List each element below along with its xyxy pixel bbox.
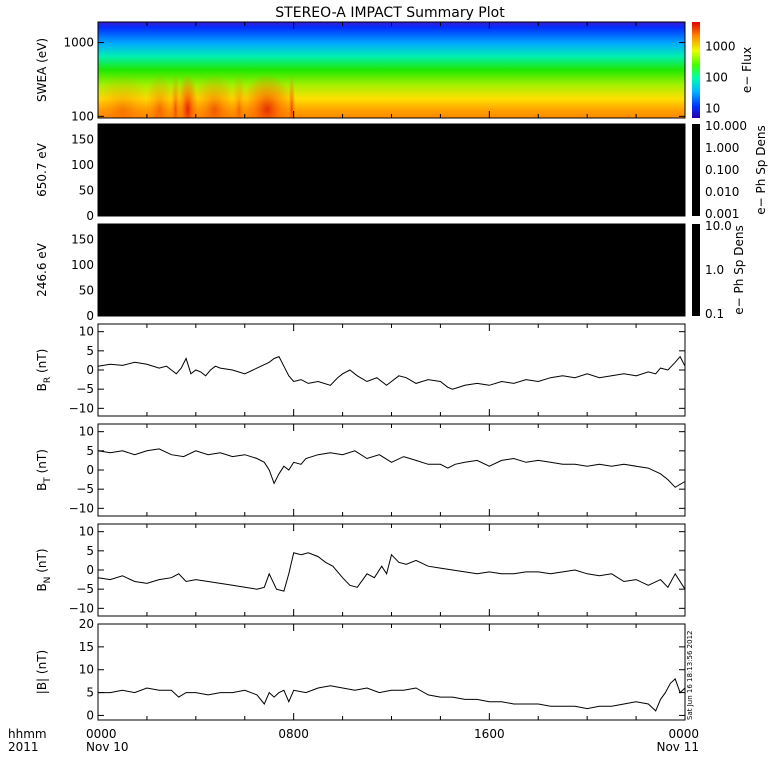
y-tick-label: 100 <box>71 158 94 172</box>
colorbar-tick-label: 0.010 <box>705 185 739 199</box>
swea-intensity-patch <box>232 60 246 118</box>
time-tick-label: 0000 <box>86 727 117 741</box>
time-tick-label: 1600 <box>474 727 505 741</box>
y-tick-label: 20 <box>79 617 94 631</box>
colorbar-tick-label: 10.0 <box>705 219 732 233</box>
swea-intensity-patch <box>171 60 180 118</box>
time-tick-label: 0000 <box>668 727 699 741</box>
y-tick-label: 5 <box>86 444 94 458</box>
y-tick-label: −5 <box>76 482 94 496</box>
y-tick-label: 0 <box>86 309 94 323</box>
y-tick-label: 0 <box>86 209 94 223</box>
y-tick-label: 0 <box>86 463 94 477</box>
pad650-colorbar-label: e− Ph Sp Dens <box>754 125 768 214</box>
y-tick-label: 50 <box>79 183 94 197</box>
y-tick-label: −5 <box>76 582 94 596</box>
colorbar-tick-label: 1.000 <box>705 141 739 155</box>
y-tick-label: 10 <box>79 425 94 439</box>
y-tick-label: 10 <box>79 663 94 677</box>
bn-panel: 10 5 0 −5 −10 BN (nT) <box>35 523 686 617</box>
colorbar-tick-label: 100 <box>705 70 728 84</box>
br-ylabel: BR (nT) <box>35 349 53 392</box>
bn-series-line <box>97 552 686 592</box>
pad246-colorbar-label: e− Ph Sp Dens <box>732 225 746 314</box>
corner-label-year: 2011 <box>8 740 39 754</box>
y-tick-label: 5 <box>86 344 94 358</box>
bmag-panel: 20 15 10 5 0 |B| (nT) Sat Jun 16 18:13:56 20… <box>35 617 694 722</box>
y-tick-label: 0 <box>86 363 94 377</box>
pad246-panel: 150 100 50 0 246.6 eV 10.0 1.0 0.1 e− Ph Sp D… <box>35 219 746 323</box>
bt-ylabel: BT (nT) <box>35 449 53 491</box>
swea-intensity-patches <box>98 60 295 118</box>
colorbar-tick-label: 0.1 <box>705 307 724 321</box>
y-tick-label: −10 <box>69 501 94 515</box>
generation-stamp: Sat Jun 16 18:13:56 2012 <box>686 631 694 720</box>
colorbar-tick-label: 0.001 <box>705 207 739 221</box>
y-tick-label: 0 <box>86 563 94 577</box>
y-tick-label: 15 <box>79 640 94 654</box>
pad650-plot <box>97 123 686 217</box>
swea-intensity-patch <box>244 60 290 118</box>
colorbar-tick-label: 0.100 <box>705 163 739 177</box>
pad246-ylabel: 246.6 eV <box>35 242 49 297</box>
y-tick-label: −5 <box>76 382 94 396</box>
colorbar-tick-label: 10.000 <box>705 119 747 133</box>
colorbar-tick-label: 10 <box>705 102 720 116</box>
pad650-colorbar <box>692 124 700 216</box>
y-tick-label: 10 <box>79 525 94 539</box>
swea-intensity-patch <box>288 60 295 118</box>
corner-label-hhmm: hhmm <box>8 727 47 741</box>
bn-ylabel: BN (nT) <box>35 548 53 591</box>
pad650-ylabel: 650.7 eV <box>35 142 49 197</box>
y-tick-label: 100 <box>71 109 94 123</box>
swea-ylabel: SWEA (eV) <box>35 38 49 102</box>
y-tick-label: 50 <box>79 283 94 297</box>
y-tick-label: −10 <box>69 401 94 415</box>
swea-intensity-patch <box>98 60 148 118</box>
bt-series-line <box>97 448 686 488</box>
date-tick-label: Nov 10 <box>86 740 129 754</box>
bt-panel: 10 5 0 −5 −10 BT (nT) <box>35 423 686 517</box>
date-tick-label: Nov 11 <box>656 740 699 754</box>
pad246-plot <box>97 223 686 317</box>
y-tick-label: 0 <box>86 708 94 722</box>
y-tick-label: 100 <box>71 258 94 272</box>
swea-intensity-patch <box>178 60 197 118</box>
y-tick-label: 1000 <box>63 36 94 50</box>
swea-colorbar-label: e− Flux <box>740 47 754 93</box>
y-tick-label: 5 <box>86 686 94 700</box>
y-tick-label: 10 <box>79 325 94 339</box>
swea-panel: 1000 100 SWEA (eV) 1000 100 10 e− Flux <box>35 21 754 123</box>
pad650-panel: 150 100 50 0 650.7 eV 10.000 1.000 0.100 0.010… <box>35 119 768 223</box>
y-tick-label: 150 <box>71 132 94 146</box>
y-tick-label: 5 <box>86 544 94 558</box>
br-series-line <box>97 355 686 390</box>
colorbar-tick-label: 1.0 <box>705 263 724 277</box>
bmag-series-line <box>98 678 686 712</box>
colorbar-tick-label: 1000 <box>705 39 736 53</box>
time-tick-label: 0800 <box>278 727 309 741</box>
swea-intensity-patch <box>146 60 173 118</box>
y-tick-label: 150 <box>71 232 94 246</box>
bmag-ylabel: |B| (nT) <box>35 650 49 694</box>
br-panel: 10 5 0 −5 −10 BR (nT) <box>35 323 686 417</box>
swea-colorbar <box>692 22 700 118</box>
y-tick-label: −10 <box>69 601 94 615</box>
figure-title: STEREO-A IMPACT Summary Plot <box>275 5 505 21</box>
swea-intensity-patch <box>195 60 234 118</box>
pad246-colorbar <box>692 224 700 316</box>
